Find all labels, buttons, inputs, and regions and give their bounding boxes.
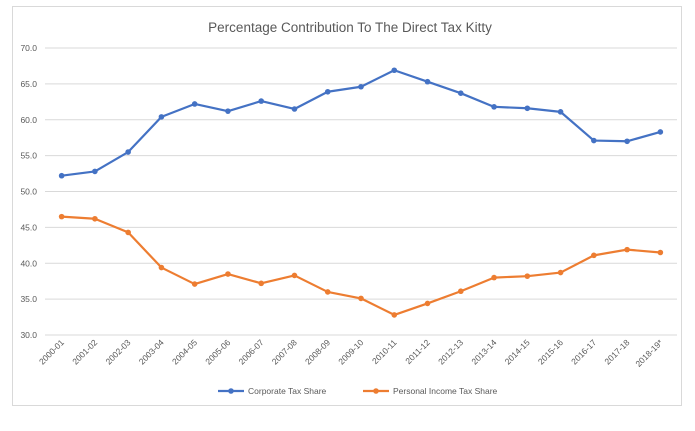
x-tick-label: 2000-01 (37, 337, 66, 366)
data-point (92, 168, 98, 175)
data-point (391, 312, 398, 318)
x-tick-label: 2013-14 (469, 337, 498, 366)
data-point (158, 114, 165, 120)
data-point (291, 106, 298, 112)
data-point (258, 280, 265, 287)
y-tick-label: 50.0 (20, 187, 37, 197)
x-tick-label: 2016-17 (569, 337, 598, 366)
data-point (324, 289, 331, 295)
y-tick-label: 55.0 (20, 151, 37, 161)
series-lines (58, 67, 664, 318)
data-point (424, 78, 431, 85)
legend-marker (228, 388, 234, 394)
x-axis-ticks: 2000-01 2001-02 2002-03 2003-04 2004-05 2005-… (37, 337, 665, 369)
y-tick-label: 65.0 (20, 79, 37, 89)
data-point (291, 272, 298, 279)
data-point (191, 101, 198, 107)
data-point (457, 90, 464, 97)
x-tick-label: 2011-12 (403, 337, 432, 366)
x-tick-label: 2007-08 (270, 337, 299, 366)
data-point (324, 88, 331, 95)
y-tick-label: 45.0 (20, 222, 37, 232)
data-point (258, 98, 265, 104)
x-tick-label: 2008-09 (303, 337, 332, 366)
data-point (125, 149, 131, 155)
y-tick-label: 35.0 (20, 294, 37, 304)
chart-title: Percentage Contribution To The Direct Ta… (208, 20, 492, 35)
data-point (225, 271, 231, 277)
data-point (491, 104, 497, 110)
data-point (624, 138, 630, 145)
x-tick-label: 2003-04 (137, 337, 166, 366)
y-tick-label: 40.0 (20, 258, 37, 268)
data-point (524, 273, 531, 279)
x-tick-label: 2006-07 (236, 337, 265, 366)
x-tick-label: 2005-06 (203, 337, 232, 366)
x-tick-label: 2002-03 (103, 337, 132, 366)
data-point (457, 288, 464, 295)
data-point (391, 67, 398, 74)
chart-frame (12, 6, 682, 406)
legend-label: Personal Income Tax Share (393, 386, 498, 396)
y-tick-label: 30.0 (20, 330, 37, 340)
x-tick-label: 2017-18 (602, 337, 631, 366)
data-point (591, 252, 597, 259)
data-point (491, 274, 497, 281)
data-point (191, 281, 198, 287)
data-point (657, 129, 664, 135)
series-1 (58, 67, 664, 179)
series-2 (58, 213, 664, 318)
legend-item: Corporate Tax Share (218, 386, 327, 396)
y-axis-ticks: 30.0 35.0 40.0 45.0 50.0 55.0 60.0 65.0 70.0 (20, 43, 37, 340)
x-tick-label: 2018-19* (633, 337, 665, 369)
data-point (92, 215, 98, 222)
data-point (158, 264, 165, 271)
y-tick-label: 60.0 (20, 115, 37, 125)
gridlines (45, 47, 677, 336)
data-point (591, 137, 597, 144)
x-tick-label: 2010-11 (370, 337, 399, 366)
legend-item: Personal Income Tax Share (363, 386, 498, 396)
x-tick-label: 2014-15 (503, 337, 532, 366)
data-point (358, 295, 364, 302)
data-point (125, 229, 131, 236)
y-tick-label: 70.0 (20, 43, 37, 53)
data-point (58, 213, 65, 220)
data-point (657, 249, 664, 256)
data-point (624, 246, 630, 253)
x-tick-label: 2001-02 (70, 337, 99, 366)
x-tick-label: 2004-05 (170, 337, 199, 366)
data-point (358, 83, 364, 90)
x-tick-label: 2009-10 (336, 337, 365, 366)
legend: Corporate Tax Share Personal Income Tax S… (218, 386, 498, 396)
legend-marker (373, 388, 379, 394)
data-point (557, 269, 564, 276)
x-tick-label: 2012-13 (436, 337, 465, 366)
data-point (557, 109, 564, 115)
data-point (524, 105, 531, 112)
data-point (58, 172, 65, 179)
x-tick-label: 2015-16 (536, 337, 565, 366)
data-point (225, 108, 231, 114)
legend-label: Corporate Tax Share (248, 386, 327, 396)
data-point (424, 300, 431, 307)
